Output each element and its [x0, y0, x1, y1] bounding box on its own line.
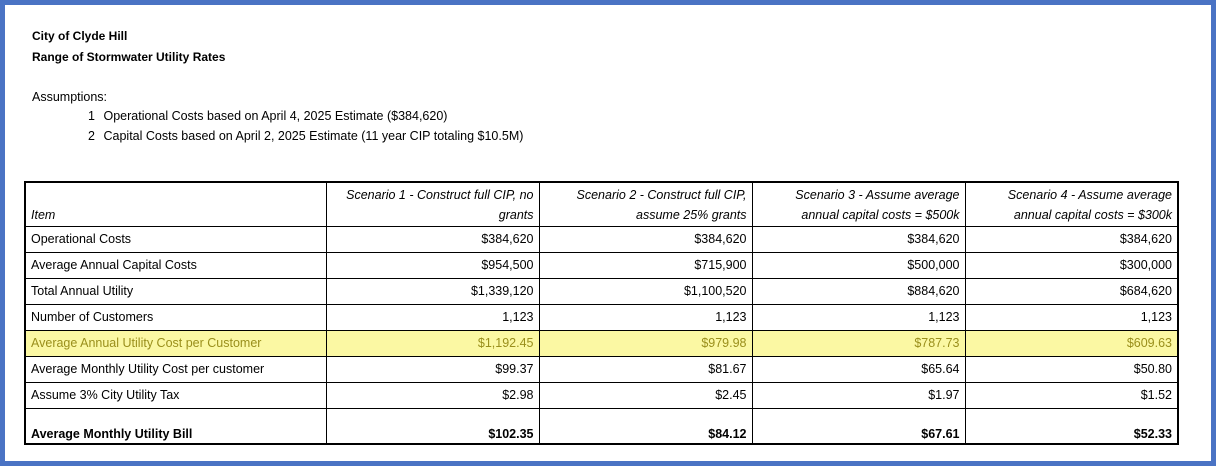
row-label: Average Annual Capital Costs	[24, 252, 327, 279]
cell-value: 1,123	[751, 304, 966, 331]
cell-value: $300,000	[964, 252, 1179, 279]
cell-value: $715,900	[538, 252, 753, 279]
cell-value: $384,620	[538, 226, 753, 253]
cell-value: $50.80	[964, 356, 1179, 383]
cell-value: $99.37	[325, 356, 540, 383]
document-title: Range of Stormwater Utility Rates	[32, 50, 226, 64]
assumption-number: 2	[88, 129, 95, 143]
cell-value: $684,620	[964, 278, 1179, 305]
table-header-row: Item Scenario 1 - Construct full CIP, no…	[24, 181, 1179, 227]
cell-value: $65.64	[751, 356, 966, 383]
cell-value: $384,620	[964, 226, 1179, 253]
cell-value: $84.12	[538, 408, 753, 445]
cell-value: $52.33	[964, 408, 1179, 445]
table-row-highlighted: Average Annual Utility Cost per Customer…	[24, 330, 1179, 357]
rates-table: Item Scenario 1 - Construct full CIP, no…	[24, 181, 1179, 445]
row-label: Operational Costs	[24, 226, 327, 253]
column-header-scenario-1: Scenario 1 - Construct full CIP, no gran…	[325, 181, 540, 227]
cell-value: 1,123	[538, 304, 753, 331]
row-label: Average Monthly Utility Bill	[24, 408, 327, 445]
cell-value: $67.61	[751, 408, 966, 445]
cell-value: $979.98	[538, 330, 753, 357]
cell-value: $2.45	[538, 382, 753, 409]
cell-value: $884,620	[751, 278, 966, 305]
cell-value: $787.73	[751, 330, 966, 357]
cell-value: $1.97	[751, 382, 966, 409]
cell-value: 1,123	[325, 304, 540, 331]
table-row-total: Average Monthly Utility Bill $102.35 $84…	[24, 408, 1179, 445]
table-row: Number of Customers 1,123 1,123 1,123 1,…	[24, 304, 1179, 331]
cell-value: $1.52	[964, 382, 1179, 409]
table-row: Total Annual Utility $1,339,120 $1,100,5…	[24, 278, 1179, 305]
row-label: Total Annual Utility	[24, 278, 327, 305]
assumption-text: Operational Costs based on April 4, 2025…	[103, 109, 448, 123]
table-row: Operational Costs $384,620 $384,620 $384…	[24, 226, 1179, 253]
cell-value: 1,123	[964, 304, 1179, 331]
row-label: Number of Customers	[24, 304, 327, 331]
cell-value: $81.67	[538, 356, 753, 383]
row-label: Assume 3% City Utility Tax	[24, 382, 327, 409]
column-header-scenario-2: Scenario 2 - Construct full CIP, assume …	[538, 181, 753, 227]
cell-value: $1,339,120	[325, 278, 540, 305]
row-label: Average Annual Utility Cost per Customer	[24, 330, 327, 357]
cell-value: $1,100,520	[538, 278, 753, 305]
row-label: Average Monthly Utility Cost per custome…	[24, 356, 327, 383]
assumptions-heading: Assumptions:	[32, 90, 108, 104]
org-name: City of Clyde Hill	[32, 29, 128, 43]
cell-value: $102.35	[325, 408, 540, 445]
column-header-item: Item	[24, 181, 327, 227]
assumption-text: Capital Costs based on April 2, 2025 Est…	[103, 129, 524, 143]
cell-value: $1,192.45	[325, 330, 540, 357]
cell-value: $384,620	[751, 226, 966, 253]
cell-value: $2.98	[325, 382, 540, 409]
assumption-item: 2 Capital Costs based on April 2, 2025 E…	[88, 129, 523, 143]
cell-value: $384,620	[325, 226, 540, 253]
table-row: Average Annual Capital Costs $954,500 $7…	[24, 252, 1179, 279]
table-row: Average Monthly Utility Cost per custome…	[24, 356, 1179, 383]
cell-value: $954,500	[325, 252, 540, 279]
assumption-item: 1 Operational Costs based on April 4, 20…	[88, 109, 447, 123]
column-header-scenario-3: Scenario 3 - Assume average annual capit…	[751, 181, 966, 227]
cell-value: $500,000	[751, 252, 966, 279]
cell-value: $609.63	[964, 330, 1179, 357]
assumption-number: 1	[88, 109, 95, 123]
column-header-scenario-4: Scenario 4 - Assume average annual capit…	[964, 181, 1179, 227]
table-row: Assume 3% City Utility Tax $2.98 $2.45 $…	[24, 382, 1179, 409]
